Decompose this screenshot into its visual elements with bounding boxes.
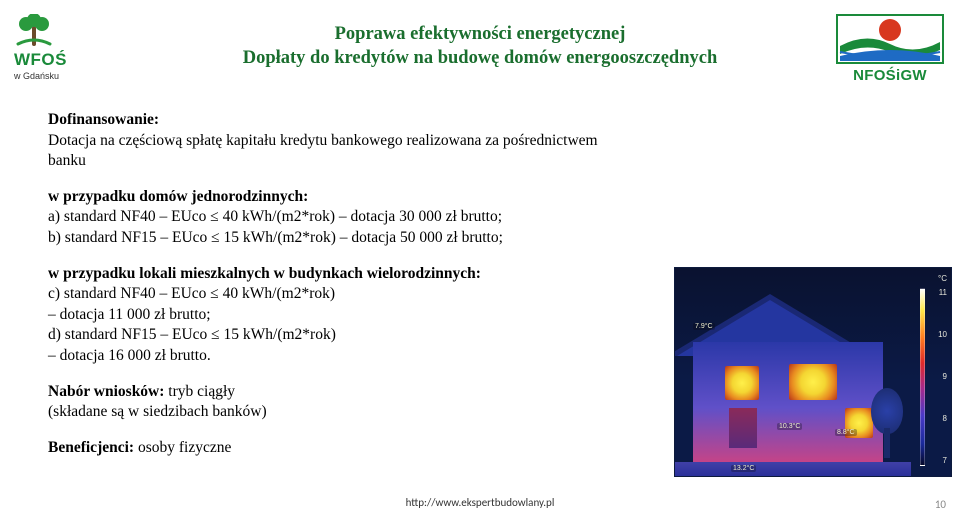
thermal-ground bbox=[675, 462, 911, 476]
applications-text: tryb ciągły bbox=[164, 383, 235, 400]
single-a: a) standard NF40 – EUco ≤ 40 kWh/(m2*rok… bbox=[48, 208, 502, 225]
beneficiaries-text: osoby fizyczne bbox=[134, 439, 231, 456]
intro-label: Dofinansowanie: bbox=[48, 111, 159, 128]
footer-url: http://www.ekspertbudowlany.pl bbox=[0, 496, 960, 509]
thermal-tree-trunk bbox=[884, 428, 890, 458]
colorbar-unit: °C bbox=[938, 274, 947, 283]
multi-d1: d) standard NF15 – EUco ≤ 15 kWh/(m2*rok… bbox=[48, 326, 336, 343]
thermal-spot-label: 8.8°C bbox=[835, 429, 857, 436]
applications-sub: (składane są w siedzibach banków) bbox=[48, 403, 267, 420]
multi-c2: – dotacja 11 000 zł brutto; bbox=[48, 306, 211, 323]
title-line-2: Dopłaty do kredytów na budowę domów ener… bbox=[0, 46, 960, 70]
intro-text: Dotacja na częściową spłatę kapitału kre… bbox=[48, 132, 598, 170]
beneficiaries-label: Beneficjenci: bbox=[48, 439, 134, 456]
colorbar-tick: 11 bbox=[929, 288, 947, 297]
intro-paragraph: Dofinansowanie: Dotacja na częściową spł… bbox=[48, 110, 638, 172]
colorbar-gradient bbox=[920, 288, 925, 466]
multi-d2: – dotacja 16 000 zł brutto. bbox=[48, 347, 211, 364]
beneficiaries-block: Beneficjenci: osoby fizyczne bbox=[48, 438, 638, 459]
colorbar-tick: 10 bbox=[929, 330, 947, 339]
thermal-window-1 bbox=[725, 366, 759, 400]
colorbar-tick: 9 bbox=[929, 372, 947, 381]
multi-c1: c) standard NF40 – EUco ≤ 40 kWh/(m2*rok… bbox=[48, 285, 335, 302]
colorbar-tick: 7 bbox=[929, 456, 947, 465]
thermal-spot-label: 13.2°C bbox=[731, 465, 756, 472]
applications-label: Nabór wniosków: bbox=[48, 383, 164, 400]
wfos-sub: w Gdańsku bbox=[14, 71, 104, 81]
thermal-image: °C 11 10 9 8 7 7.9°C 10.3°C 8.8°C 13.2°C bbox=[674, 267, 952, 477]
title-line-1: Poprawa efektywności energetycznej bbox=[0, 22, 960, 46]
slide-title: Poprawa efektywności energetycznej Dopła… bbox=[0, 22, 960, 71]
page-number: 10 bbox=[935, 498, 946, 511]
multi-label: w przypadku lokali mieszkalnych w budynk… bbox=[48, 265, 481, 282]
thermal-spot-label: 7.9°C bbox=[693, 323, 715, 330]
colorbar-tick: 8 bbox=[929, 414, 947, 423]
thermal-spot-label: 10.3°C bbox=[777, 423, 802, 430]
thermal-tree bbox=[871, 388, 903, 458]
single-b: b) standard NF15 – EUco ≤ 15 kWh/(m2*rok… bbox=[48, 229, 503, 246]
multi-family-block: w przypadku lokali mieszkalnych w budynk… bbox=[48, 264, 638, 367]
slide-body: Dofinansowanie: Dotacja na częściową spł… bbox=[48, 110, 638, 474]
thermal-door bbox=[729, 408, 757, 448]
single-label: w przypadku domów jednorodzinnych: bbox=[48, 188, 308, 205]
single-family-block: w przypadku domów jednorodzinnych: a) st… bbox=[48, 187, 638, 249]
thermal-colorbar: °C 11 10 9 8 7 bbox=[917, 274, 947, 470]
applications-block: Nabór wniosków: tryb ciągły (składane są… bbox=[48, 382, 638, 423]
thermal-window-2 bbox=[789, 364, 837, 400]
thermal-house bbox=[693, 342, 883, 462]
